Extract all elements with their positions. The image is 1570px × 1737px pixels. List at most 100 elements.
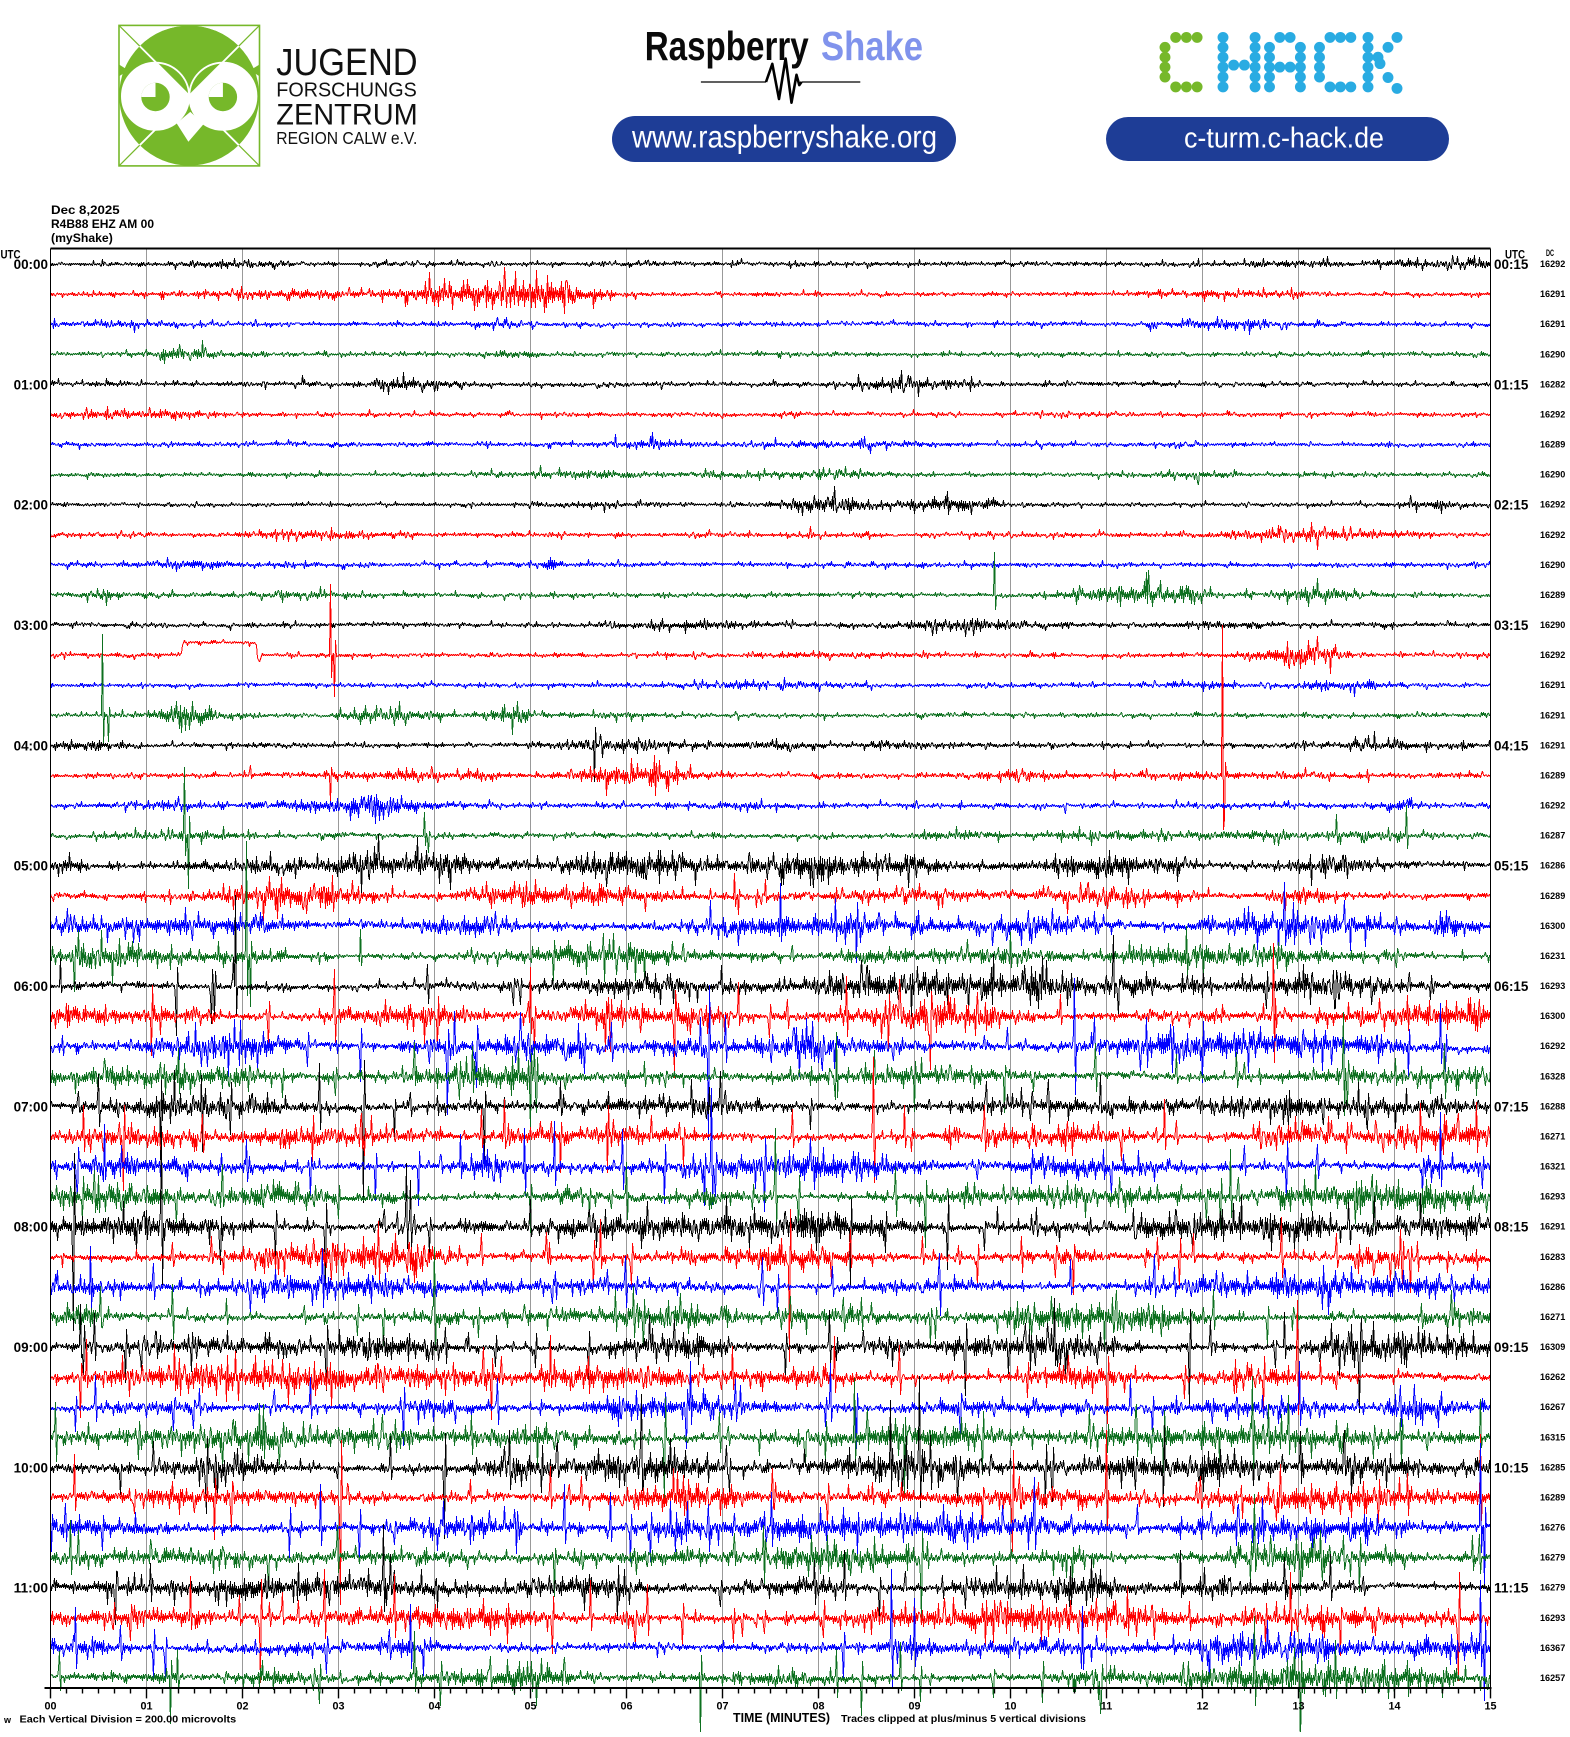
svg-text:UTC: UTC	[1, 248, 21, 262]
svg-text:08:00: 08:00	[14, 1220, 48, 1235]
svg-text:03:15: 03:15	[1494, 618, 1529, 633]
svg-text:16290: 16290	[1540, 470, 1565, 480]
svg-text:04:00: 04:00	[14, 738, 48, 753]
svg-text:16292: 16292	[1540, 530, 1565, 540]
svg-text:16291: 16291	[1540, 680, 1565, 690]
svg-text:08: 08	[812, 1701, 824, 1713]
svg-text:16271: 16271	[1540, 1312, 1565, 1322]
svg-text:16291: 16291	[1540, 319, 1565, 329]
svg-text:14: 14	[1388, 1701, 1400, 1713]
svg-text:16289: 16289	[1540, 1493, 1565, 1503]
svg-text:09:15: 09:15	[1494, 1340, 1529, 1355]
svg-text:16293: 16293	[1540, 1192, 1565, 1202]
svg-text:16279: 16279	[1540, 1553, 1565, 1563]
svg-text:08:15: 08:15	[1494, 1220, 1529, 1235]
svg-text:10:00: 10:00	[14, 1460, 48, 1475]
svg-text:05: 05	[524, 1701, 536, 1713]
svg-text:01: 01	[140, 1701, 152, 1713]
svg-text:12: 12	[1196, 1701, 1208, 1713]
svg-text:www.raspberryshake.org: www.raspberryshake.org	[631, 118, 937, 154]
svg-text:16290: 16290	[1540, 620, 1565, 630]
svg-text:16300: 16300	[1540, 921, 1565, 931]
svg-text:ZENTRUM: ZENTRUM	[276, 99, 418, 132]
svg-text:16276: 16276	[1540, 1523, 1565, 1533]
svg-text:TIME (MINUTES): TIME (MINUTES)	[733, 1711, 830, 1725]
svg-text:03: 03	[332, 1701, 344, 1713]
svg-text:Each Vertical Division = 200.: Each Vertical Division = 200.00 microvol…	[20, 1715, 237, 1726]
svg-text:16279: 16279	[1540, 1583, 1565, 1593]
svg-text:16293: 16293	[1540, 981, 1565, 991]
svg-text:16289: 16289	[1540, 891, 1565, 901]
svg-text:07:00: 07:00	[14, 1099, 48, 1114]
svg-text:16282: 16282	[1540, 379, 1565, 389]
svg-text:02: 02	[236, 1701, 248, 1713]
svg-text:10: 10	[1004, 1701, 1016, 1713]
svg-text:16262: 16262	[1540, 1372, 1565, 1382]
svg-text:11:15: 11:15	[1494, 1581, 1529, 1596]
svg-text:16286: 16286	[1540, 1282, 1565, 1292]
svg-text:16292: 16292	[1540, 650, 1565, 660]
svg-text:16293: 16293	[1540, 1613, 1565, 1623]
svg-text:16286: 16286	[1540, 861, 1565, 871]
svg-text:16289: 16289	[1540, 440, 1565, 450]
svg-text:16290: 16290	[1540, 349, 1565, 359]
svg-text:DC: DC	[1546, 248, 1554, 258]
svg-text:16289: 16289	[1540, 590, 1565, 600]
svg-text:11: 11	[1101, 1701, 1112, 1713]
svg-text:16288: 16288	[1540, 1101, 1565, 1111]
svg-text:UTC: UTC	[1505, 248, 1525, 262]
svg-text:03:00: 03:00	[14, 618, 48, 633]
svg-text:16285: 16285	[1540, 1462, 1565, 1472]
svg-text:Shake: Shake	[821, 23, 923, 69]
svg-text:Traces clipped at plus/minus 5: Traces clipped at plus/minus 5 vertical …	[841, 1714, 1087, 1725]
svg-text:15: 15	[1484, 1701, 1496, 1713]
svg-text:07:15: 07:15	[1494, 1099, 1529, 1114]
svg-text:16287: 16287	[1540, 831, 1565, 841]
svg-text:10:15: 10:15	[1494, 1460, 1529, 1475]
svg-text:00: 00	[44, 1701, 56, 1713]
svg-text:09:00: 09:00	[14, 1340, 48, 1355]
svg-text:16321: 16321	[1540, 1162, 1565, 1172]
svg-text:16328: 16328	[1540, 1071, 1565, 1081]
svg-text:06:15: 06:15	[1494, 979, 1529, 994]
svg-text:16271: 16271	[1540, 1132, 1565, 1142]
svg-text:04: 04	[428, 1701, 440, 1713]
svg-text:16292: 16292	[1540, 801, 1565, 811]
svg-text:16267: 16267	[1540, 1402, 1565, 1412]
svg-text:05:00: 05:00	[14, 859, 48, 874]
svg-text:11:00: 11:00	[14, 1581, 48, 1596]
svg-text:09: 09	[908, 1701, 920, 1713]
svg-text:c-turm.c-hack.de: c-turm.c-hack.de	[1184, 122, 1384, 154]
svg-text:16291: 16291	[1540, 1222, 1565, 1232]
svg-text:FORSCHUNGS: FORSCHUNGS	[276, 80, 417, 102]
svg-text:07: 07	[716, 1701, 728, 1713]
svg-text:16309: 16309	[1540, 1342, 1565, 1352]
svg-text:16367: 16367	[1540, 1643, 1565, 1653]
svg-text:16231: 16231	[1540, 951, 1565, 961]
svg-text:JUGEND: JUGEND	[276, 41, 417, 83]
svg-text:16292: 16292	[1540, 259, 1565, 269]
svg-text:R4B88 EHZ AM 00: R4B88 EHZ AM 00	[51, 217, 154, 231]
svg-text:16291: 16291	[1540, 710, 1565, 720]
svg-text:16292: 16292	[1540, 500, 1565, 510]
svg-text:16315: 16315	[1540, 1432, 1565, 1442]
svg-text:Raspberry: Raspberry	[645, 23, 809, 69]
svg-text:16283: 16283	[1540, 1252, 1565, 1262]
svg-text:16292: 16292	[1540, 1041, 1565, 1051]
svg-text:04:15: 04:15	[1494, 738, 1529, 753]
svg-text:w: w	[3, 1715, 12, 1725]
svg-text:13: 13	[1292, 1701, 1304, 1713]
svg-text:01:00: 01:00	[14, 377, 48, 392]
svg-text:05:15: 05:15	[1494, 859, 1529, 874]
svg-text:16290: 16290	[1540, 560, 1565, 570]
svg-text:16257: 16257	[1540, 1673, 1565, 1683]
svg-text:06:00: 06:00	[14, 979, 48, 994]
svg-text:06: 06	[620, 1701, 632, 1713]
svg-text:02:00: 02:00	[14, 498, 48, 513]
svg-text:16291: 16291	[1540, 289, 1565, 299]
svg-text:00:00: 00:00	[14, 257, 48, 272]
svg-text:REGION CALW e.V.: REGION CALW e.V.	[276, 128, 417, 148]
svg-text:02:15: 02:15	[1494, 498, 1529, 513]
svg-text:16291: 16291	[1540, 740, 1565, 750]
svg-text:16289: 16289	[1540, 770, 1565, 780]
